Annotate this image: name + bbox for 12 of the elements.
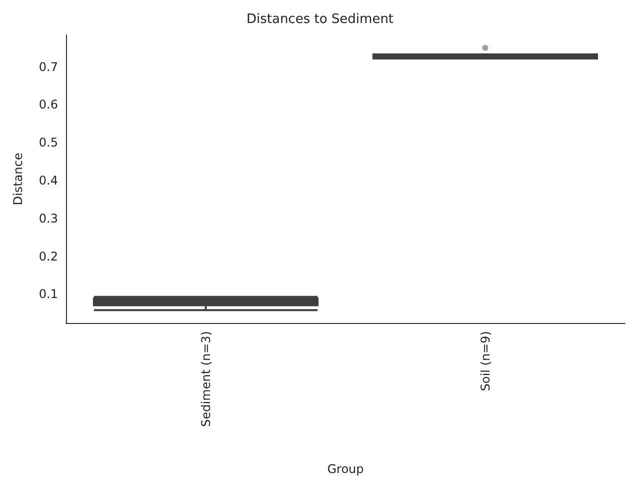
y-axis-title: Distance bbox=[11, 152, 25, 206]
y-tick-label: 0.3 bbox=[38, 211, 58, 226]
y-tick-label: 0.4 bbox=[38, 174, 58, 188]
x-tick-label: Sediment (n=3) bbox=[198, 331, 213, 427]
y-tick-label: 0.5 bbox=[38, 136, 58, 150]
y-tick-label: 0.1 bbox=[38, 287, 58, 302]
x-tick-label: Soil (n=9) bbox=[478, 331, 492, 392]
x-axis-title: Group bbox=[327, 462, 364, 476]
y-tick-label: 0.2 bbox=[38, 249, 58, 264]
chart-title: Distances to Sediment bbox=[246, 12, 394, 27]
y-tick-label: 0.6 bbox=[38, 98, 58, 112]
y-tick-label: 0.7 bbox=[38, 60, 58, 74]
